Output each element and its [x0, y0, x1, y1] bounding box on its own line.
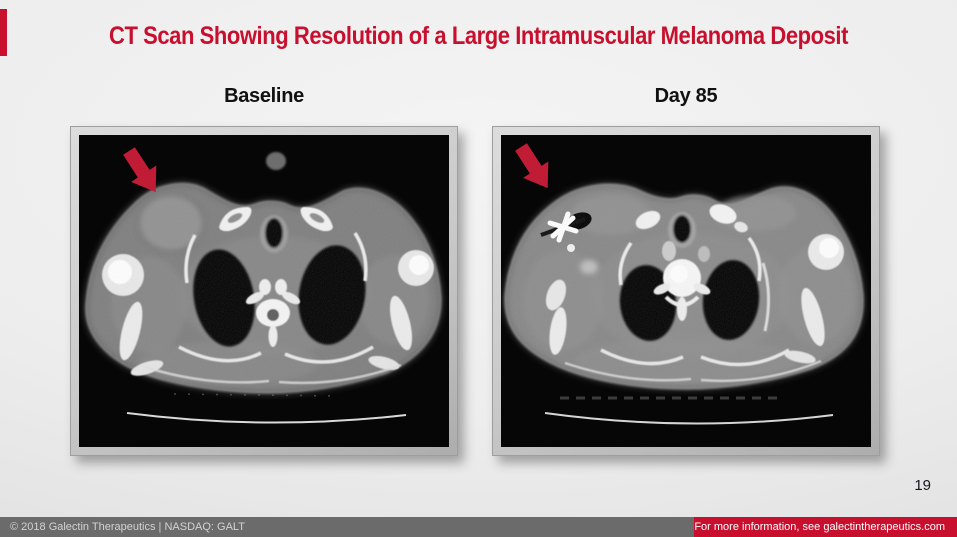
footer-bar: © 2018 Galectin Therapeutics | NASDAQ: G… [0, 517, 957, 537]
day85-label: Day 85 [654, 85, 718, 107]
baseline-ct-frame [70, 126, 458, 456]
page-number: 19 [914, 477, 931, 494]
baseline-label: Baseline [224, 85, 304, 107]
day85-panel: Day 85 [492, 84, 880, 456]
red-accent-bar [0, 9, 7, 56]
baseline-panel: Baseline [70, 84, 458, 456]
slide-title: CT Scan Showing Resolution of a Large In… [109, 22, 848, 50]
ct-scan-baseline-image [79, 135, 449, 447]
day85-ct-frame [492, 126, 880, 456]
red-arrow-icon [123, 147, 157, 193]
red-arrow-icon [515, 143, 549, 189]
ct-scan-day85-image [501, 135, 871, 447]
footer-info-link: For more information, see galectintherap… [694, 517, 957, 537]
footer-copyright: © 2018 Galectin Therapeutics | NASDAQ: G… [0, 517, 695, 537]
